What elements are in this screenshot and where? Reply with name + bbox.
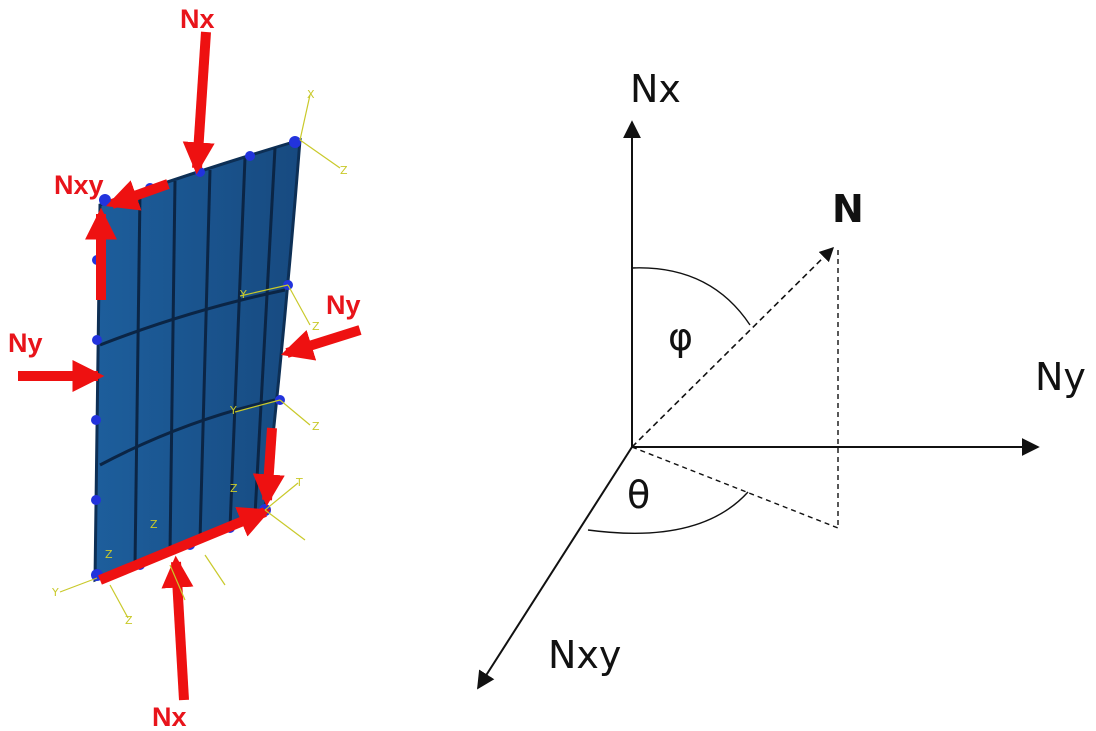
force-diagram (478, 122, 1038, 688)
load-label: Nx (152, 702, 187, 731)
angle-label: φ (668, 315, 693, 359)
triad-label: Z (105, 548, 113, 561)
load-label: Nx (180, 4, 215, 34)
triad-label: Y (51, 586, 59, 599)
panel-model: X Z Y Z Y Z Z Z Z Y Z T Nx Nxy Ny Ny Nx (8, 4, 361, 731)
triad-label: T (295, 476, 303, 489)
triad-label: Z (230, 482, 238, 495)
triad-label: Y (229, 404, 237, 417)
resultant (632, 248, 833, 447)
triad-label: Z (125, 614, 133, 627)
angle-label: θ (627, 473, 650, 517)
triad-label: Z (312, 320, 320, 333)
load-label: Nxy (54, 170, 104, 200)
triad-label: Y (239, 288, 247, 301)
resultant-label: N (832, 187, 864, 231)
load-label: Ny (326, 290, 361, 320)
axis-label: Nxy (548, 633, 621, 677)
axis-label: Ny (1035, 355, 1086, 399)
angle-arc (588, 492, 748, 533)
axis-label: Nx (630, 67, 681, 111)
projection (632, 447, 838, 528)
triad-label: Z (340, 164, 348, 177)
triad-label: Z (312, 420, 320, 433)
load-label: Ny (8, 328, 43, 358)
triad-label: Z (150, 518, 158, 531)
triad-label: X (307, 88, 315, 101)
figure: X Z Y Z Y Z Z Z Z Y Z T Nx Nxy Ny Ny Nx … (0, 0, 1096, 731)
